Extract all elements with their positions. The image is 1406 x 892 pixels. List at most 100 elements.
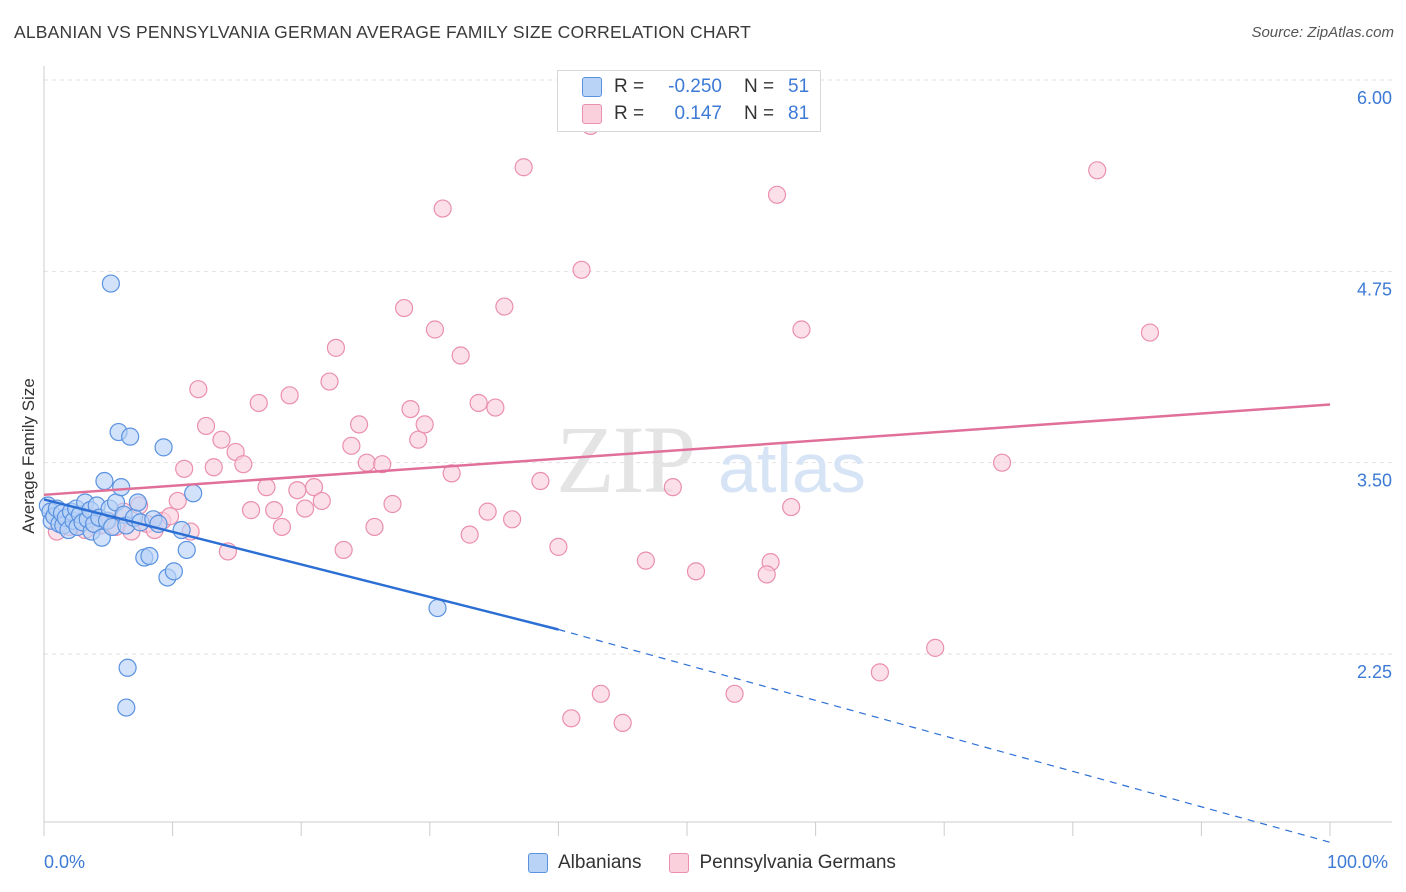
point-pennsylvania-german xyxy=(280,386,299,405)
point-pennsylvania-german xyxy=(451,346,470,365)
point-pennsylvania-german xyxy=(613,713,632,732)
point-pennsylvania-german xyxy=(304,478,324,497)
legend-item-pennsylvania-germans: Pennsylvania Germans xyxy=(669,852,896,874)
point-pennsylvania-german xyxy=(295,499,315,518)
point-pennsylvania-german xyxy=(663,478,682,497)
pennsylvania-germans-swatch xyxy=(582,104,602,124)
point-pennsylvania-german xyxy=(272,517,292,537)
point-albanian xyxy=(177,540,196,560)
point-albanian xyxy=(101,274,120,293)
point-albanian xyxy=(117,698,136,717)
watermark-zip: ZIP xyxy=(556,406,694,513)
point-pennsylvania-german xyxy=(562,709,581,728)
trend-lines xyxy=(43,403,1331,843)
r-value: -0.250 xyxy=(668,76,722,97)
point-albanian xyxy=(118,658,137,677)
albanians-swatch xyxy=(528,853,548,873)
point-pennsylvania-german xyxy=(549,537,568,556)
point-pennsylvania-german xyxy=(1088,161,1107,180)
chart-title: ALBANIAN VS PENNSYLVANIA GERMAN AVERAGE … xyxy=(14,22,751,42)
legend-label-pennsylvania-germans: Pennsylvania Germans xyxy=(699,852,896,873)
y-tick-label: 2.25 xyxy=(1357,662,1392,682)
point-pennsylvania-german xyxy=(442,464,461,483)
point-pennsylvania-german xyxy=(503,510,522,529)
point-pennsylvania-german xyxy=(757,565,776,584)
point-pennsylvania-german xyxy=(175,459,194,478)
point-pennsylvania-german xyxy=(234,455,253,474)
point-pennsylvania-german xyxy=(425,320,445,339)
watermark-atlas: atlas xyxy=(718,429,866,507)
point-albanian xyxy=(112,478,131,497)
point-albanian xyxy=(128,493,147,512)
point-pennsylvania-german xyxy=(1140,323,1160,342)
point-albanian xyxy=(154,438,173,457)
n-value: 51 xyxy=(788,76,810,97)
point-pennsylvania-german xyxy=(365,517,384,537)
point-pennsylvania-german xyxy=(401,399,420,419)
point-pennsylvania-german xyxy=(409,430,428,449)
point-pennsylvania-german xyxy=(686,562,706,581)
source-label: Source: ZipAtlas.com xyxy=(1251,24,1394,41)
n-label: N = xyxy=(744,103,775,124)
point-albanian xyxy=(140,546,159,566)
legend-row-albanians: R = -0.250 N = 51 xyxy=(582,75,809,99)
point-pennsylvania-german xyxy=(591,684,610,703)
point-pennsylvania-german xyxy=(514,158,533,177)
legend-label-albanians: Albanians xyxy=(558,852,642,873)
point-pennsylvania-german xyxy=(383,494,402,514)
point-pennsylvania-german xyxy=(486,398,505,417)
pennsylvania-germans-swatch xyxy=(669,853,690,873)
trendline-albanians xyxy=(43,498,559,631)
point-pennsylvania-german xyxy=(870,663,890,682)
stats-legend: R = -0.250 N = 51 R = 0.147 N = 81 xyxy=(557,70,821,132)
point-albanian xyxy=(95,471,114,491)
y-tick-label: 6.00 xyxy=(1357,88,1392,108)
point-pennsylvania-german xyxy=(320,372,339,391)
legend-row-pennsylvania-germans: R = 0.147 N = 81 xyxy=(582,102,809,126)
y-tick-label: 3.50 xyxy=(1357,471,1392,491)
point-pennsylvania-german xyxy=(312,491,331,511)
r-label: R = xyxy=(614,76,645,97)
point-albanian xyxy=(164,562,183,581)
point-pennsylvania-german xyxy=(531,471,550,491)
point-pennsylvania-german xyxy=(357,453,376,472)
point-pennsylvania-german xyxy=(394,298,414,318)
x-tick-min: 0.0% xyxy=(44,852,86,872)
point-pennsylvania-german xyxy=(926,638,945,657)
point-pennsylvania-german xyxy=(469,393,488,413)
point-pennsylvania-german xyxy=(373,455,392,474)
n-value: 81 xyxy=(788,103,810,124)
series-albanians xyxy=(38,274,447,717)
point-pennsylvania-german xyxy=(478,502,497,521)
y-tick-label: 4.75 xyxy=(1357,279,1392,299)
point-albanian xyxy=(184,484,203,503)
point-pennsylvania-german xyxy=(349,415,369,434)
x-tick-max: 100.0% xyxy=(1327,852,1389,872)
point-pennsylvania-german xyxy=(636,551,655,570)
n-label: N = xyxy=(744,76,775,97)
point-pennsylvania-german xyxy=(204,458,223,477)
r-label: R = xyxy=(614,103,645,124)
series-pennsylvania-germans xyxy=(47,116,1160,732)
point-pennsylvania-german xyxy=(342,436,361,455)
r-value: 0.147 xyxy=(674,103,722,124)
albanians-swatch xyxy=(582,77,602,97)
point-pennsylvania-german xyxy=(212,430,231,449)
y-tick-labels: 2.25 3.50 4.75 6.00 xyxy=(1357,88,1392,682)
point-pennsylvania-german xyxy=(334,540,353,560)
point-pennsylvania-german xyxy=(460,525,479,544)
trendline-pennsylvania-germans xyxy=(43,403,1331,497)
point-pennsylvania-german xyxy=(168,491,187,511)
axes xyxy=(43,66,1392,836)
point-pennsylvania-german xyxy=(241,501,261,520)
point-pennsylvania-german xyxy=(189,380,208,399)
trendline-albanians-extrapolated xyxy=(558,628,1331,843)
series-legend: Albanians Pennsylvania Germans xyxy=(528,852,924,874)
point-pennsylvania-german xyxy=(725,684,744,703)
point-pennsylvania-german xyxy=(288,481,307,500)
y-axis-label: Average Family Size xyxy=(19,378,38,534)
point-pennsylvania-german xyxy=(782,497,801,517)
point-pennsylvania-german xyxy=(433,199,452,218)
point-pennsylvania-german xyxy=(792,320,811,339)
